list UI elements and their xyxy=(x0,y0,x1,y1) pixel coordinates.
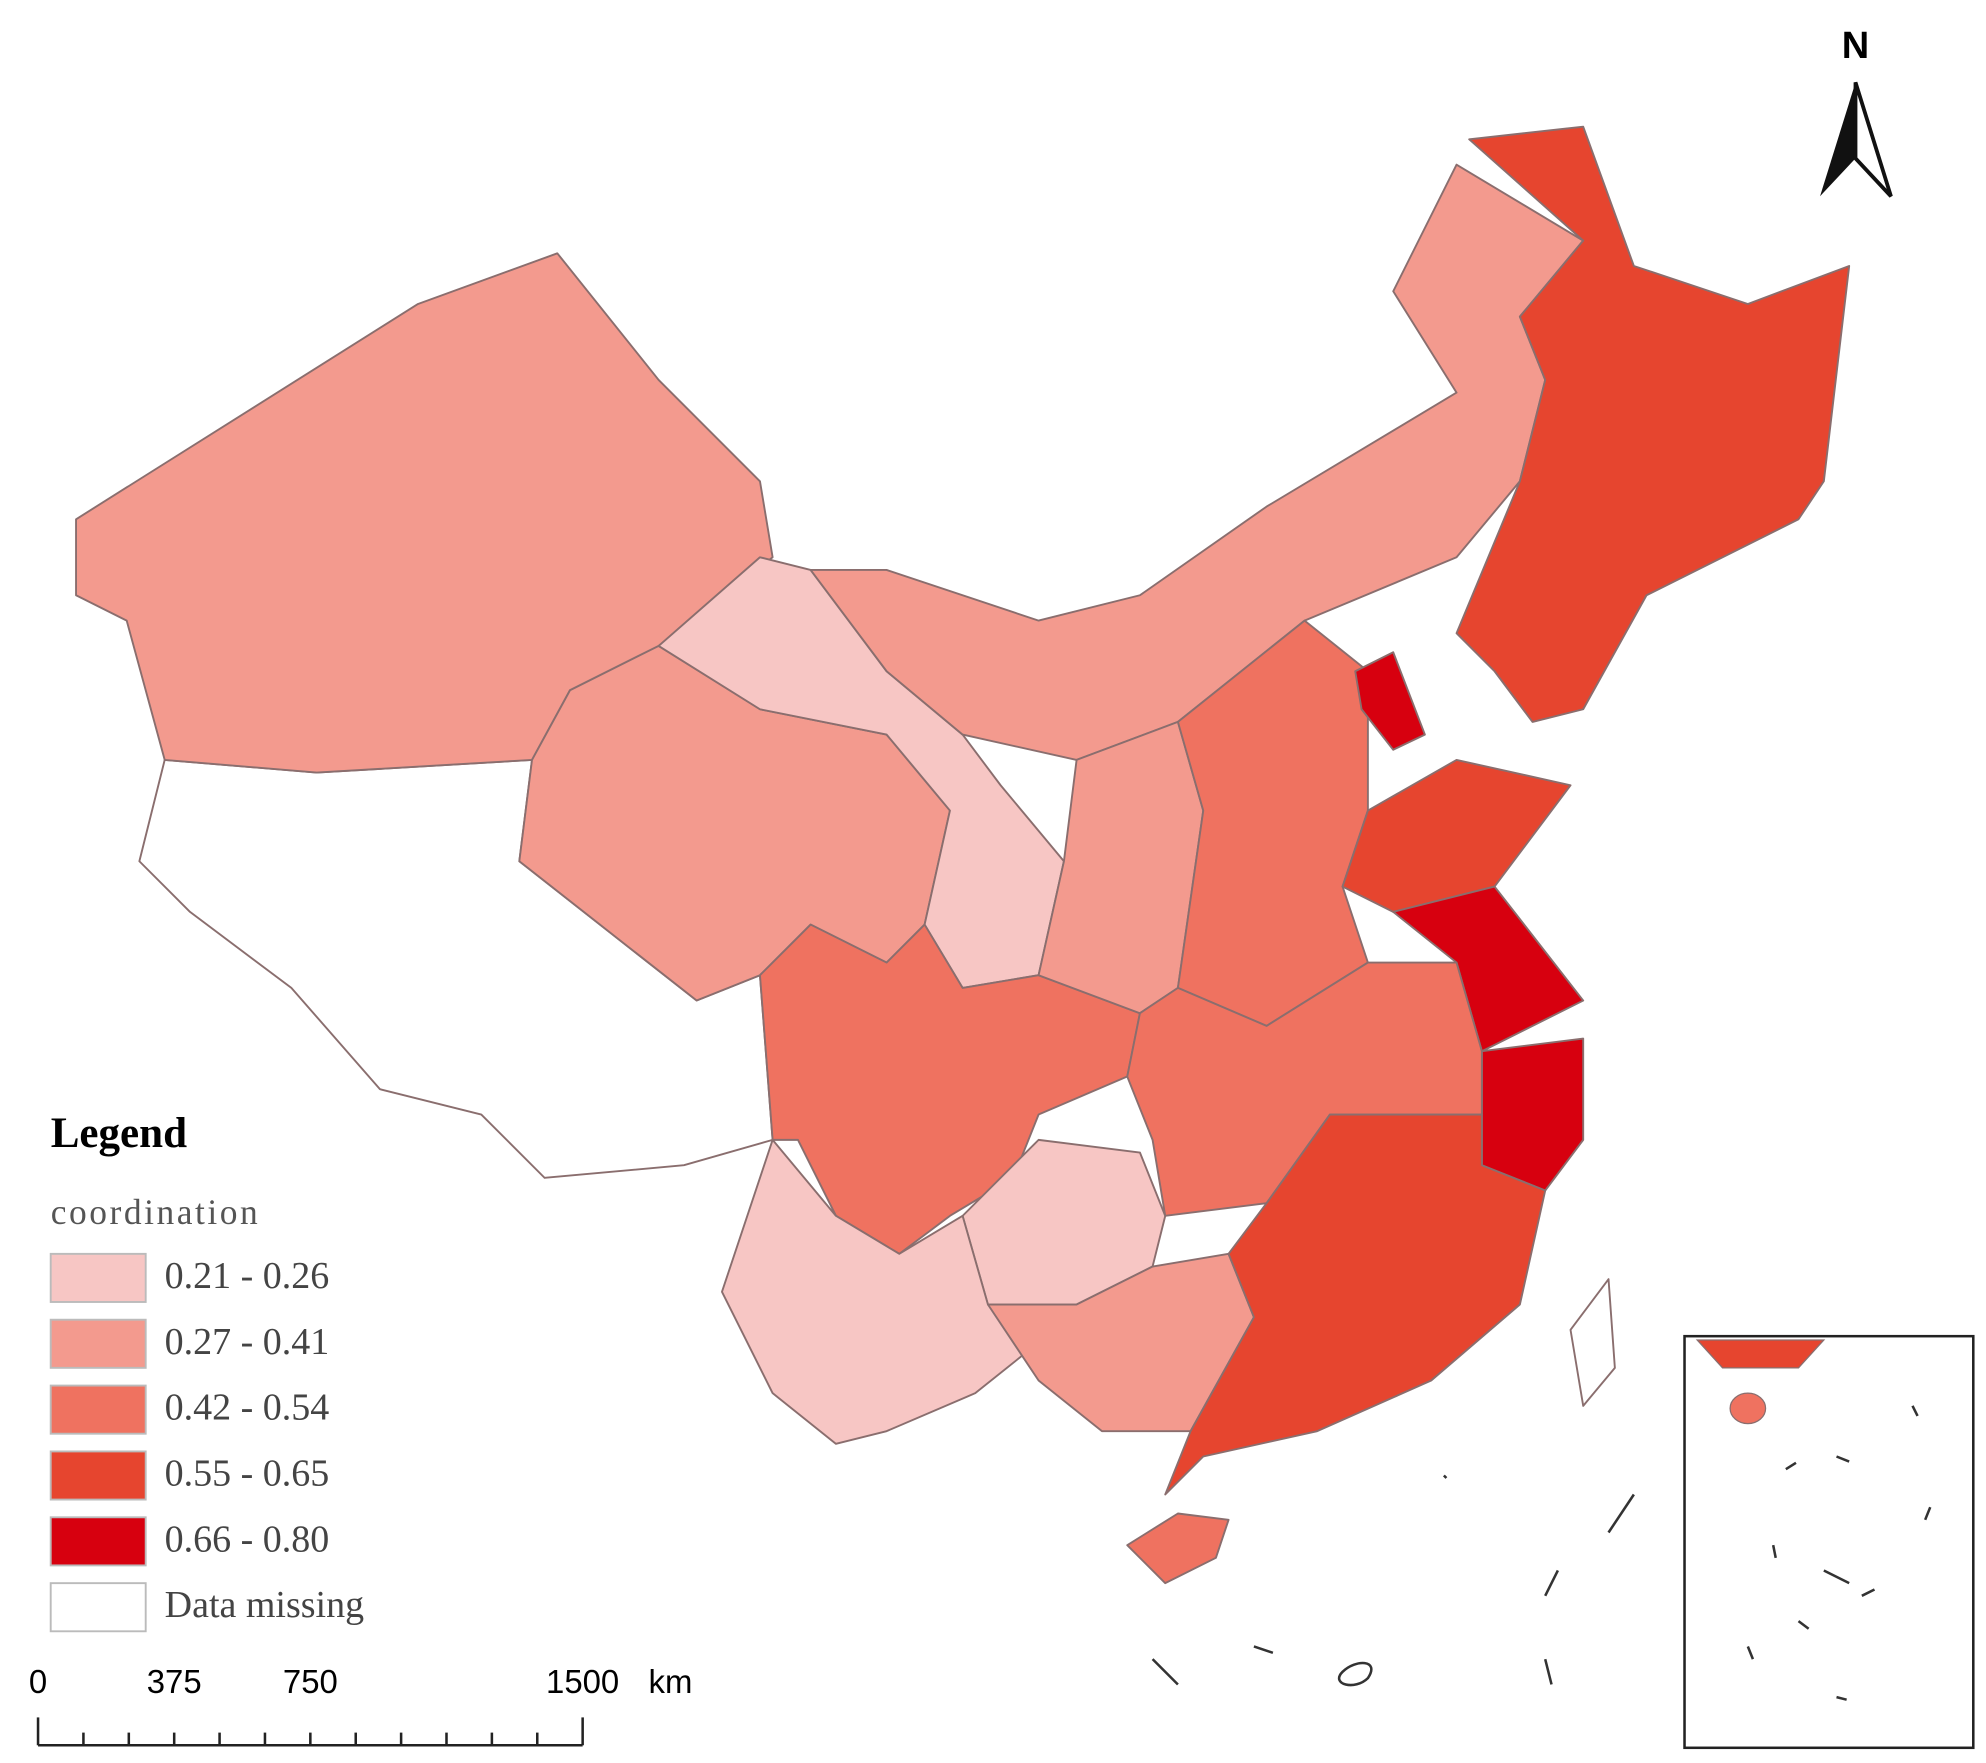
region xyxy=(1164,1113,1547,1496)
legend-swatch xyxy=(49,1252,147,1303)
region xyxy=(1354,651,1426,751)
region xyxy=(1126,1512,1230,1585)
scale-label: 375 xyxy=(147,1663,202,1700)
legend-label: 0.27 - 0.41 xyxy=(165,1321,330,1363)
region xyxy=(1392,885,1585,1053)
legend-swatch xyxy=(49,1450,147,1501)
islands xyxy=(1151,1474,1635,1687)
legend-label: 0.42 - 0.54 xyxy=(165,1387,330,1429)
region xyxy=(759,923,1141,1255)
legend-swatch xyxy=(49,1582,147,1633)
north-arrow: N xyxy=(1820,25,1893,198)
legend-label: 0.66 - 0.80 xyxy=(165,1518,330,1560)
scale-label: 1500 xyxy=(546,1663,619,1700)
legend: 0.21 - 0.26 0.27 - 0.41 0.42 - 0.54 0.55 - … xyxy=(49,1252,364,1633)
legend-label: 0.55 - 0.65 xyxy=(165,1452,330,1494)
legend-title: Legend xyxy=(51,1110,187,1157)
region xyxy=(721,1138,1040,1445)
scale-label: 0 xyxy=(29,1663,47,1700)
legend-field: coordination xyxy=(51,1192,261,1232)
provinces xyxy=(75,125,1851,1585)
legend-swatch xyxy=(49,1516,147,1567)
legend-label: 0.21 - 0.26 xyxy=(165,1255,330,1297)
legend-swatch xyxy=(49,1318,147,1369)
scale-bar: 0 375 750 1500 km xyxy=(29,1663,693,1747)
north-label: N xyxy=(1842,25,1869,67)
legend-label: Data missing xyxy=(165,1584,364,1626)
region xyxy=(1569,1278,1616,1407)
legend-swatch xyxy=(49,1384,147,1435)
region xyxy=(1176,619,1369,1027)
region xyxy=(1455,125,1851,723)
scale-unit: km xyxy=(649,1663,693,1700)
scale-label: 750 xyxy=(283,1663,338,1700)
region xyxy=(1341,758,1572,913)
region xyxy=(809,163,1585,761)
region xyxy=(1037,720,1205,1015)
inset xyxy=(1683,1334,1975,1750)
region xyxy=(1480,1037,1585,1192)
